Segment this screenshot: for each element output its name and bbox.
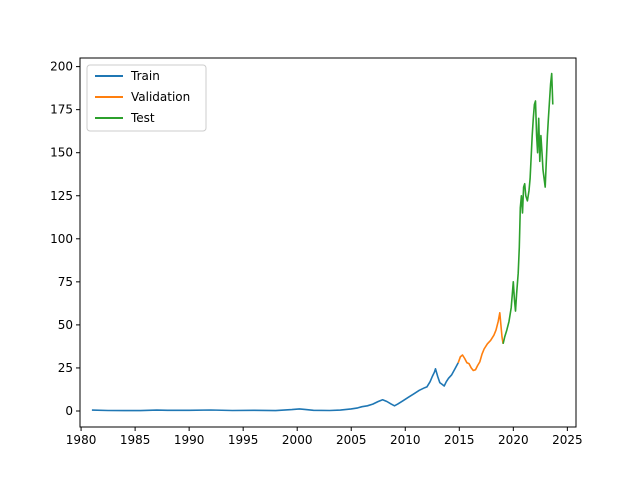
y-tick-label: 100 <box>50 232 73 246</box>
axes-frame <box>79 57 577 428</box>
x-tick-label: 1995 <box>228 433 259 447</box>
legend: Train Validation Test <box>86 64 207 132</box>
x-tick-label: 2005 <box>336 433 367 447</box>
x-tick-label: 1980 <box>66 433 97 447</box>
y-tick-label: 150 <box>50 146 73 160</box>
y-tick-label: 0 <box>65 404 73 418</box>
y-tick-label: 200 <box>50 60 73 74</box>
x-tick-label: 2000 <box>282 433 313 447</box>
x-tick-label: 2010 <box>390 433 421 447</box>
series-line-validation <box>457 311 504 372</box>
x-tick-label: 1985 <box>120 433 151 447</box>
y-tick-label: 50 <box>58 318 73 332</box>
y-tick-label: 175 <box>50 103 73 117</box>
x-tick-label: 1990 <box>174 433 205 447</box>
x-tick-label: 2025 <box>552 433 583 447</box>
x-tick-label: 2020 <box>498 433 529 447</box>
x-tick-label: 2015 <box>444 433 475 447</box>
series-line-train <box>91 362 459 412</box>
y-tick-label: 25 <box>58 361 73 375</box>
y-tick-label: 125 <box>50 189 73 203</box>
legend-label-train: Train <box>130 69 160 83</box>
legend-label-test: Test <box>130 111 155 125</box>
legend-frame <box>86 64 207 132</box>
axes: 1980 1985 1990 1995 2000 2005 2010 2015 2020 2025… <box>50 57 583 447</box>
y-tick-label: 75 <box>58 275 73 289</box>
legend-label-validation: Validation <box>131 90 190 104</box>
series-group <box>91 72 554 412</box>
series-line-test <box>502 72 554 344</box>
